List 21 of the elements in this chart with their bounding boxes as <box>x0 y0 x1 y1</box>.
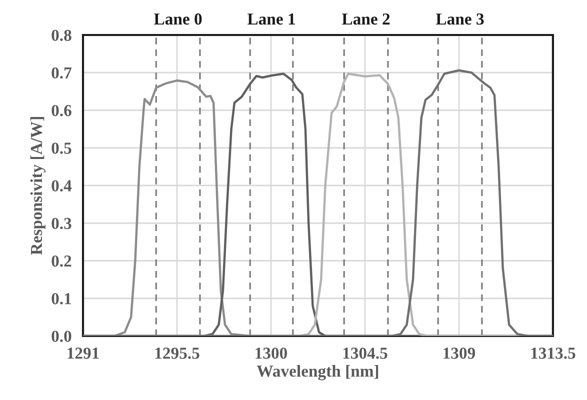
y-tick-label: 0.5 <box>52 142 72 154</box>
x-axis-title: Wavelength [nm] <box>256 365 378 380</box>
y-tick-label: 0.3 <box>52 218 72 230</box>
x-tick-label: 1291 <box>68 348 99 359</box>
x-tick-label: 1304.5 <box>343 348 388 359</box>
y-tick-label: 0.4 <box>52 180 72 192</box>
y-tick-label: 0.1 <box>52 293 72 304</box>
y-tick-label: 0.7 <box>52 67 72 79</box>
y-tick-label: 0.2 <box>52 255 72 267</box>
x-tick-label: 1295.5 <box>155 348 200 359</box>
y-tick-label: 0.8 <box>52 30 72 42</box>
x-tick-label: 1309 <box>444 348 476 359</box>
text: Lane 0 <box>154 13 202 25</box>
y-tick-label: 0.6 <box>52 104 72 116</box>
y-axis-title: Responsivity [A/W] <box>30 117 46 255</box>
text: Lane 3 <box>436 13 484 25</box>
y-tick-label: 0.0 <box>52 330 72 342</box>
x-tick-label: 1313.5 <box>531 348 576 359</box>
text: Lane 1 <box>247 14 295 25</box>
x-tick-label: 1300 <box>256 348 288 359</box>
text: Lane 2 <box>342 13 390 25</box>
